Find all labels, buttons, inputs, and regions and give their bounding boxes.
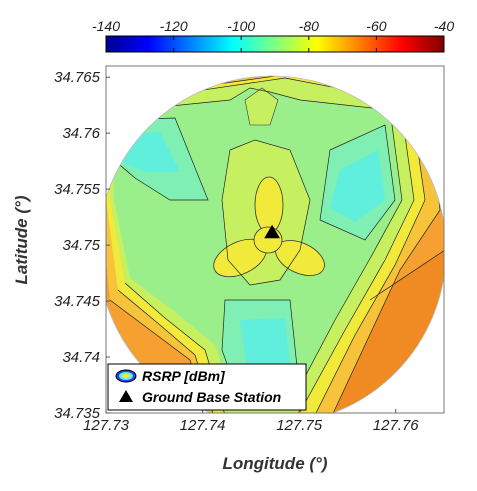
y-tick-label: 34.74	[62, 349, 100, 366]
plot-area: 127.73 127.74 127.75 127.76 34.73534.7434.7…	[12, 65, 445, 473]
y-axis-ticks: 34.735 34.74 34.745 34.75 34.755 34.76 34.765	[54, 69, 110, 422]
base-station-marker	[264, 224, 280, 239]
contour-lines	[106, 76, 444, 413]
y-tick-label: 34.755	[54, 181, 101, 198]
y-tick-label: 34.735	[54, 405, 101, 422]
x-axis-label: Longitude (°)	[223, 454, 328, 473]
colorbar: -140 -120 -100 -80 -60 -40	[92, 18, 454, 53]
axes-frame	[105, 65, 445, 414]
x-axis-ticks: 127.73 127.74 127.75 127.76	[83, 409, 419, 434]
legend-label-rsrp: RSRP [dBm]	[142, 368, 226, 384]
lobe-top	[254, 176, 284, 234]
colorbar-ticks: -140 -120 -100 -80 -60 -40	[92, 18, 454, 52]
coverage-disk-outline	[106, 75, 444, 413]
legend: RSRP [dBm] Ground Base Station	[107, 363, 307, 411]
legend-box	[107, 363, 307, 411]
colorbar-tick-label: -100	[227, 18, 255, 34]
x-tick-label: 127.74	[180, 417, 226, 434]
legend-label-base-station: Ground Base Station	[142, 389, 281, 405]
y-axis-label: Latitude (°)	[12, 195, 31, 284]
y-tick-label: 34.765	[54, 69, 101, 86]
y-tick-label: 34.76	[62, 125, 100, 142]
legend-rsrp-icon	[115, 369, 137, 383]
colorbar-tick-label: -120	[160, 18, 188, 34]
colorbar-tick-label: -60	[366, 18, 386, 34]
coverage-map	[106, 76, 444, 413]
x-tick-label: 127.76	[373, 417, 420, 434]
y-tick-label: 34.745	[54, 293, 101, 310]
lobe-center	[253, 226, 283, 254]
colorbar-tick-label: -80	[299, 18, 319, 34]
y-tick-label: 34.75	[62, 237, 100, 254]
region-cyan-right	[330, 150, 385, 222]
colorbar-tick-label: -40	[434, 18, 454, 34]
colorbar-gradient	[105, 35, 445, 53]
x-tick-label: 127.73	[83, 417, 130, 434]
colorbar-tick-label: -140	[92, 18, 120, 34]
x-tick-label: 127.75	[276, 417, 323, 434]
legend-triangle-icon	[119, 390, 133, 402]
